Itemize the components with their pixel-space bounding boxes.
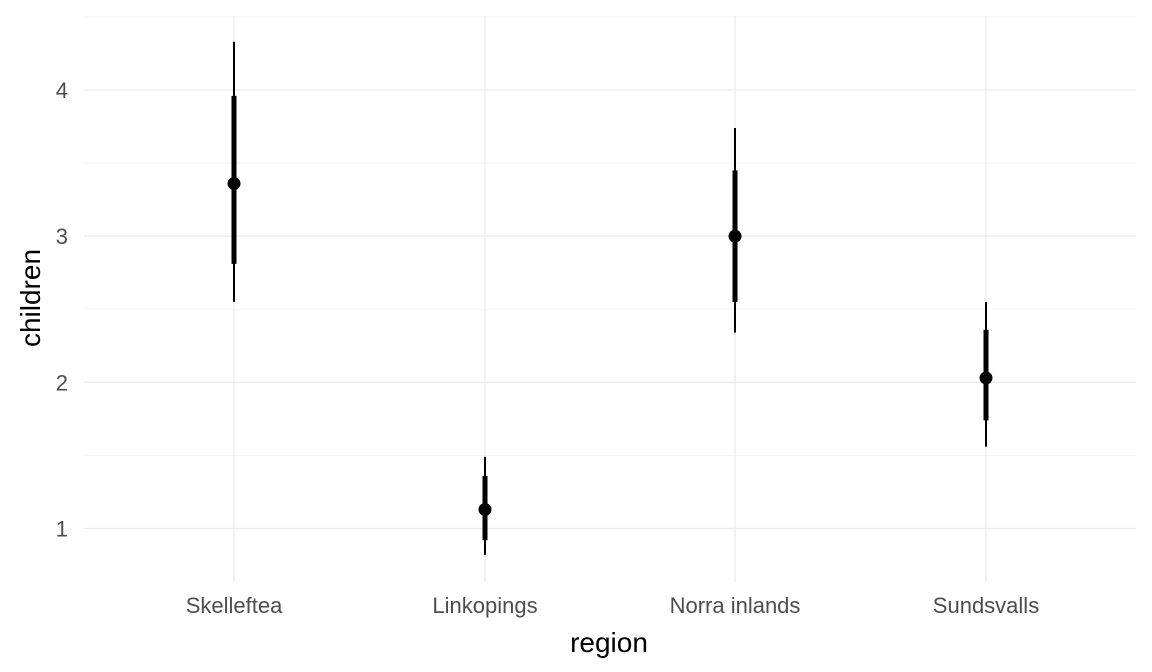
- point-estimate: [227, 177, 241, 191]
- x-axis-title: region: [570, 627, 648, 658]
- y-tick-label: 1: [56, 517, 68, 542]
- point-estimate: [979, 371, 993, 385]
- y-axis-title: children: [15, 249, 46, 347]
- x-tick-label: Sundsvalls: [933, 593, 1039, 618]
- point-ranges: [227, 41, 993, 555]
- y-tick-labels: 1 2 3 4: [56, 78, 68, 542]
- x-tick-label: Norra inlands: [670, 593, 801, 618]
- x-tick-labels: Skelleftea Linkopings Norra inlands Sundsva…: [186, 593, 1040, 618]
- y-tick-label: 2: [56, 370, 68, 395]
- major-gridlines: [84, 16, 1136, 582]
- point-estimate: [478, 502, 492, 516]
- x-tick-label: Linkopings: [432, 593, 537, 618]
- point-estimate: [728, 229, 742, 243]
- minor-gridlines: [84, 16, 1136, 456]
- y-tick-label: 4: [56, 78, 68, 103]
- y-tick-label: 3: [56, 224, 68, 249]
- x-tick-label: Skelleftea: [186, 593, 283, 618]
